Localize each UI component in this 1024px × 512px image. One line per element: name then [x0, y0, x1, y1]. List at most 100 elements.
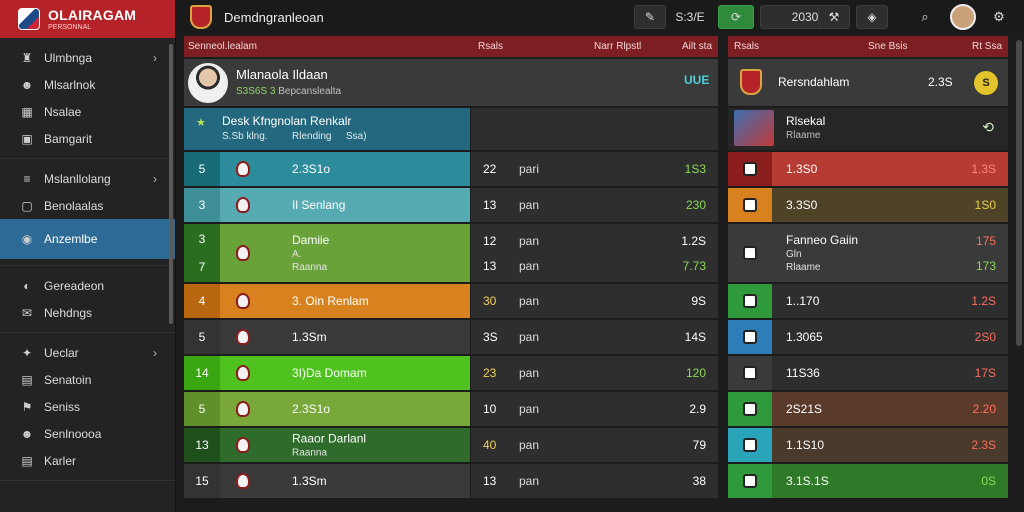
- sidebar-scrollbar[interactable]: [169, 44, 173, 324]
- sidebar-item[interactable]: ☻ Mlsarlnok: [0, 71, 175, 98]
- side-header-bsis[interactable]: Sne Bsis: [868, 41, 908, 52]
- sidebar-item[interactable]: ⚑ Seniss: [0, 393, 175, 420]
- refresh-icon[interactable]: ⟲: [982, 119, 994, 135]
- sidebar-item[interactable]: ▤ Senatoin: [0, 366, 175, 393]
- sidebar-item[interactable]: ▣ Bamgarit: [0, 125, 175, 152]
- played: 10: [483, 402, 497, 416]
- rank: 14: [195, 366, 209, 380]
- app-title: OLAIRAGAM: [48, 6, 137, 23]
- table-row[interactable]: 5 2.3S1o 10 pan 2.9: [184, 392, 718, 426]
- team-name-cell: 3. Oin Renlam: [292, 294, 369, 308]
- brand[interactable]: OLAIRAGAM PERSONNAL: [0, 0, 175, 38]
- fixture-row[interactable]: 1.3S0 1.3S: [728, 152, 1008, 186]
- manager-profile[interactable]: Mlanaola Ildaan S3S6S 3 Bepcanslealta UU…: [184, 59, 718, 106]
- fixture-value-cell: 1..170: [786, 294, 819, 308]
- header-team[interactable]: Senneol.lealam: [188, 41, 257, 52]
- rank: 5: [198, 402, 206, 416]
- team-cell: 3 Il Senlang: [184, 188, 470, 222]
- side-summary[interactable]: Rersndahlam 2.3S S: [728, 59, 1008, 106]
- fixture-row[interactable]: 2S21S 2.20: [728, 392, 1008, 426]
- team-badge-icon: [236, 437, 250, 453]
- chevron-right-icon: ›: [153, 50, 157, 65]
- header-results[interactable]: Rsals: [478, 41, 504, 52]
- team-name-cell: 1.3Sm: [292, 474, 327, 488]
- fixture-row[interactable]: 11S36 17S: [728, 356, 1008, 390]
- table-row[interactable]: 13 Raaor Darlanl Raanna 40 pan 79: [184, 428, 718, 462]
- header-stats[interactable]: Ailt sta: [682, 41, 713, 52]
- right-scrollbar[interactable]: [1016, 40, 1022, 346]
- rank-cell: 5: [184, 320, 220, 354]
- fixture-value: 11S36: [786, 366, 820, 380]
- fixture-row[interactable]: 1.3065 2S0: [728, 320, 1008, 354]
- team-name-cell: Raaor Darlanl Raanna: [292, 432, 366, 459]
- fixture-row[interactable]: 1..170 1.2S: [728, 284, 1008, 318]
- people-icon: ☻: [20, 77, 34, 92]
- chevron-right-icon: ›: [153, 171, 157, 186]
- table-row[interactable]: 3 Il Senlang 13 pan 230: [184, 188, 718, 222]
- header-next[interactable]: Narr Rlpstl: [594, 41, 642, 52]
- fixture-value: 1.1S10: [786, 438, 825, 452]
- tactics-icon[interactable]: ⚒: [818, 5, 850, 29]
- team-cell: 5 2.3S1o: [184, 392, 470, 426]
- league-table: Senneol.lealam Rsals Narr Rlpstl Ailt st…: [184, 36, 718, 512]
- sidebar-item[interactable]: ≡ Mslanllolang ›: [0, 165, 175, 192]
- rank: 4: [198, 294, 206, 308]
- search-icon[interactable]: ⌕: [921, 9, 929, 24]
- location-icon[interactable]: ◈: [856, 5, 888, 29]
- settings-icon[interactable]: ⚙: [993, 9, 1005, 24]
- sidebar-item[interactable]: ♜ Ulmbnga ›: [0, 44, 175, 71]
- table-row[interactable]: 14 3I)Da Domam 23 pan 120: [184, 356, 718, 390]
- table-row[interactable]: 5 2.3S1o 22 pari 1S3: [184, 152, 718, 186]
- fixture-row[interactable]: 3.3S0 1S0: [728, 188, 1008, 222]
- team-cell: 14 3I)Da Domam: [184, 356, 470, 390]
- table-row[interactable]: 15 1.3Sm 13 pan 38: [184, 464, 718, 498]
- fixture-tile: [728, 188, 772, 222]
- played: 30: [483, 294, 497, 308]
- team-name: 2.3S1o: [292, 162, 331, 176]
- stats-cell: 23 pan 120: [470, 356, 718, 390]
- calendar-icon: ▦: [21, 104, 33, 119]
- feature-empty: [471, 108, 718, 150]
- table-row[interactable]: 5 1.3Sm 3S pan 14S: [184, 320, 718, 354]
- stats-cell: 12 13 pan pan 1.2S 7.73: [470, 224, 718, 282]
- team-name: 2.3S1o: [292, 402, 331, 416]
- sidebar-item[interactable]: ▦ Nsalae: [0, 98, 175, 125]
- side-header-results[interactable]: Rsals: [734, 41, 760, 52]
- fixture-row[interactable]: Fanneo Gaiin Gln Rlaame 175 173: [728, 224, 1008, 282]
- played: 12: [483, 234, 497, 249]
- played: 22: [483, 162, 497, 176]
- fixture-row[interactable]: 1.1S10 2.3S: [728, 428, 1008, 462]
- club-crest-icon: [740, 69, 762, 95]
- manager-avatar[interactable]: [950, 4, 976, 30]
- table-row[interactable]: 3 7 Damiie A. Raanna 12 13 pan pan 1.2S 7.73: [184, 224, 718, 282]
- fixture-row[interactable]: 3.1S.1S 0S: [728, 464, 1008, 498]
- sidebar-item[interactable]: ✉ Nehdngs: [0, 299, 175, 326]
- sidebar-item[interactable]: ◐ Gereadeon: [0, 272, 175, 299]
- square-icon: ▢: [21, 198, 33, 213]
- feature-row[interactable]: ★ Desk Kfngnolan Renkalr S.Sb klng. Rlen…: [184, 108, 718, 150]
- sidebar-item-label: Nsalae: [44, 104, 82, 119]
- feature-extra: Rlending: [292, 131, 332, 142]
- stats-cell: 13 pan 230: [470, 188, 718, 222]
- table-row[interactable]: 4 3. Oin Renlam 30 pan 9S: [184, 284, 718, 318]
- sidebar-item[interactable]: ☻ Senlnoooa: [0, 420, 175, 447]
- edit-icon[interactable]: ✎: [634, 5, 666, 29]
- played: 23: [483, 366, 497, 380]
- team-name-cell: Damiie A. Raanna: [292, 233, 329, 273]
- sidebar-item[interactable]: ▢ Benolaalas: [0, 192, 175, 219]
- rank: 3: [198, 232, 206, 246]
- sidebar-item-label: Nehdngs: [44, 305, 93, 320]
- side-news[interactable]: Rlsekal Rlaame ⟲: [728, 108, 1008, 150]
- sidebar-item[interactable]: ▤ Karler: [0, 447, 175, 474]
- side-summary-value: 2.3S: [928, 75, 953, 89]
- refresh-icon[interactable]: ⟳: [718, 5, 754, 29]
- points: 14S: [684, 330, 706, 344]
- sidebar-item[interactable]: ◉ Anzemlbe: [0, 219, 175, 259]
- fixture-value-cell: 3.3S0: [786, 198, 817, 212]
- sidebar-item[interactable]: ✦ Ueclar ›: [0, 339, 175, 366]
- played: 13: [483, 198, 497, 212]
- opponent-badge-icon: [743, 366, 757, 380]
- side-header-stats[interactable]: Rt Ssa: [972, 41, 1003, 52]
- rank-cell: 5: [184, 392, 220, 426]
- team-name: 3I)Da Domam: [292, 366, 367, 380]
